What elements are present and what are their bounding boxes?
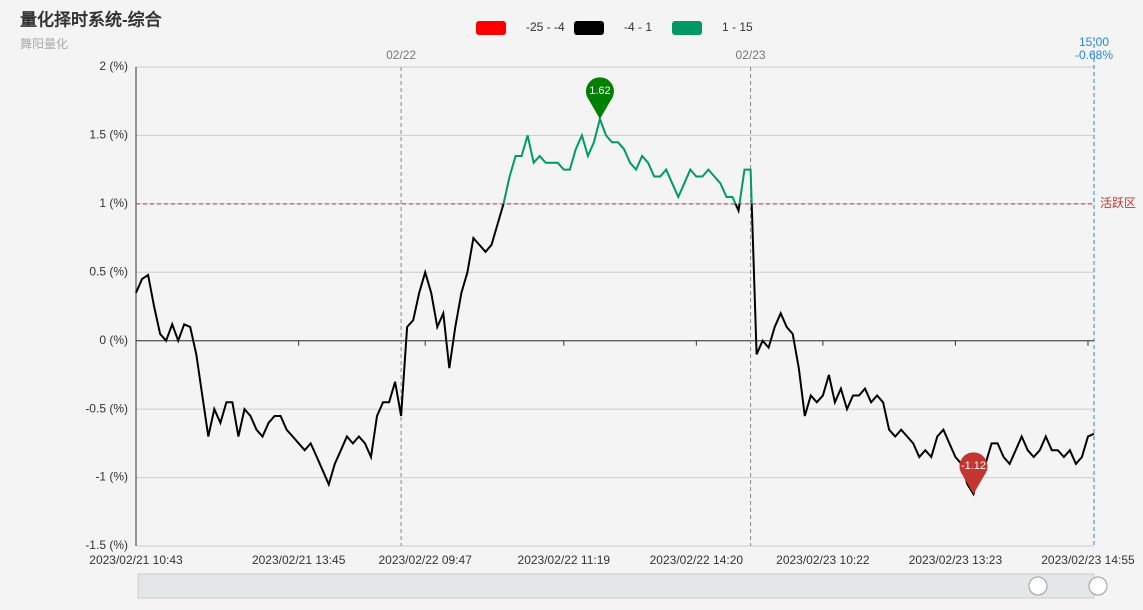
series-line bbox=[135, 115, 1095, 497]
x-tick-label: 2023/02/21 10:43 bbox=[89, 553, 183, 567]
y-tick-label: 1 (%) bbox=[99, 196, 128, 210]
mark-point bbox=[585, 77, 614, 120]
y-tick-label: -0.5 (%) bbox=[85, 401, 128, 415]
data-zoom[interactable] bbox=[137, 573, 1095, 599]
x-tick-label: 2023/02/23 13:23 bbox=[909, 553, 1003, 567]
x-tick-label: 2023/02/22 11:19 bbox=[518, 553, 611, 567]
x-tick-label: 2023/02/21 13:45 bbox=[252, 553, 346, 567]
mark-line-label: 02/22 bbox=[386, 48, 416, 62]
end-marker-value: -0.68% bbox=[1075, 48, 1113, 62]
zoom-handle[interactable] bbox=[1028, 576, 1048, 596]
legend-swatch bbox=[672, 21, 702, 35]
mark-line-label: 02/23 bbox=[736, 48, 766, 62]
y-tick-label: 0 (%) bbox=[99, 333, 128, 347]
x-tick-label: 2023/02/23 14:55 bbox=[1041, 553, 1135, 567]
zoom-handle[interactable] bbox=[1088, 576, 1108, 596]
legend-label: -4 - 1 bbox=[624, 20, 652, 34]
mark-point-label: -1.12 bbox=[961, 460, 986, 472]
legend-swatch bbox=[574, 21, 604, 35]
y-tick-label: 0.5 (%) bbox=[89, 264, 128, 278]
end-marker-time: 15:00 bbox=[1079, 35, 1109, 49]
legend-label: -25 - -4 bbox=[526, 20, 565, 34]
x-tick-label: 2023/02/22 14:20 bbox=[650, 553, 744, 567]
mark-point bbox=[959, 452, 988, 494]
mark-line-label: 活跃区 bbox=[1100, 196, 1136, 210]
legend-label: 1 - 15 bbox=[722, 20, 753, 34]
y-tick-label: 1.5 (%) bbox=[89, 128, 128, 142]
y-tick-label: -1 (%) bbox=[95, 470, 128, 484]
chart-title: 量化择时系统-综合 bbox=[20, 9, 163, 29]
y-tick-label: 2 (%) bbox=[99, 59, 128, 73]
y-tick-label: -1.5 (%) bbox=[85, 538, 128, 552]
x-tick-label: 2023/02/23 10:22 bbox=[776, 553, 870, 567]
chart-subtitle: 舞阳量化 bbox=[20, 37, 68, 51]
legend-swatch bbox=[476, 21, 506, 35]
x-tick-label: 2023/02/22 09:47 bbox=[378, 553, 472, 567]
mark-point-label: 1.62 bbox=[589, 85, 610, 97]
